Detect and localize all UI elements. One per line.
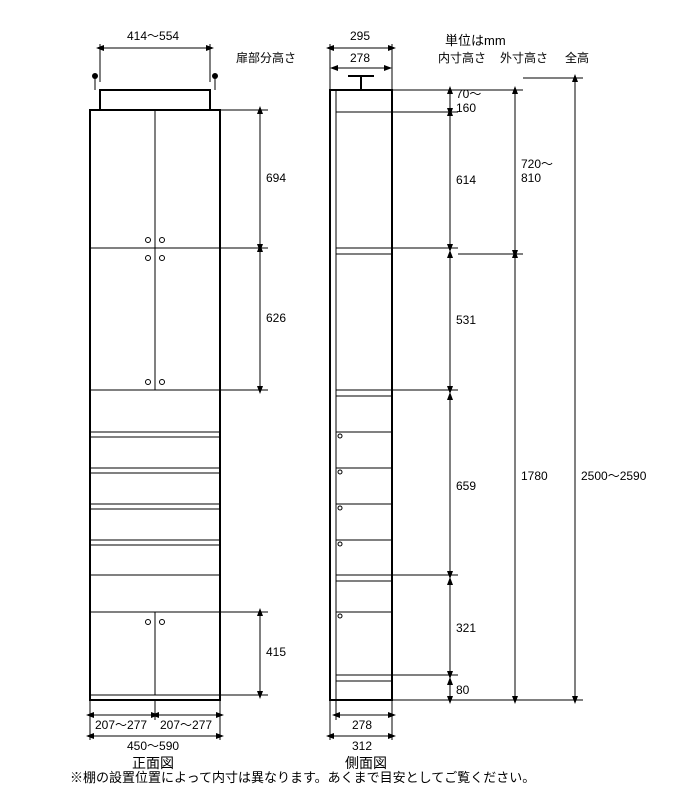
outer-h1a: 720～ — [521, 157, 553, 171]
total-height: 2500～2590 — [523, 78, 647, 700]
side-top-inner: 278 — [350, 51, 370, 65]
half-left: 207～277 — [95, 718, 147, 732]
inner-heights: 70～ 160 614 531 659 321 80 — [392, 87, 481, 700]
side-bottom-inner: 278 — [352, 718, 372, 732]
header-inner: 内寸高さ — [438, 50, 486, 65]
note: ※棚の設置位置によって内寸は異なります。あくまで目安としてご覧ください。 — [70, 770, 535, 785]
door-h1: 694 — [266, 171, 286, 185]
header-door: 扉部分高さ — [236, 50, 296, 65]
side-top-outer: 295 — [350, 29, 370, 43]
front-title: 正面図 — [132, 755, 174, 771]
bottom-width: 450～590 — [127, 739, 179, 753]
total-h: 2500～2590 — [581, 469, 647, 483]
front-top-width: 414～554 — [127, 29, 179, 43]
inner-h6: 80 — [456, 683, 470, 697]
side-view: 295 278 — [330, 29, 392, 771]
inner-h1b: 160 — [456, 101, 476, 115]
front-view: 414～554 — [90, 29, 286, 771]
inner-h5: 321 — [456, 621, 476, 635]
outer-h1b: 810 — [521, 171, 541, 185]
header-total: 全高 — [565, 50, 589, 65]
half-right: 207～277 — [160, 718, 212, 732]
unit-label: 単位はmm — [445, 33, 506, 48]
inner-h4: 659 — [456, 479, 476, 493]
inner-h1a: 70～ — [456, 87, 481, 101]
side-bottom-outer: 312 — [352, 739, 372, 753]
inner-h2: 614 — [456, 173, 476, 187]
door-h2: 626 — [266, 311, 286, 325]
door-h3: 415 — [266, 645, 286, 659]
outer-h2: 1780 — [521, 469, 548, 483]
inner-h3: 531 — [456, 313, 476, 327]
header-outer: 外寸高さ — [500, 50, 548, 65]
side-title: 側面図 — [345, 755, 387, 771]
